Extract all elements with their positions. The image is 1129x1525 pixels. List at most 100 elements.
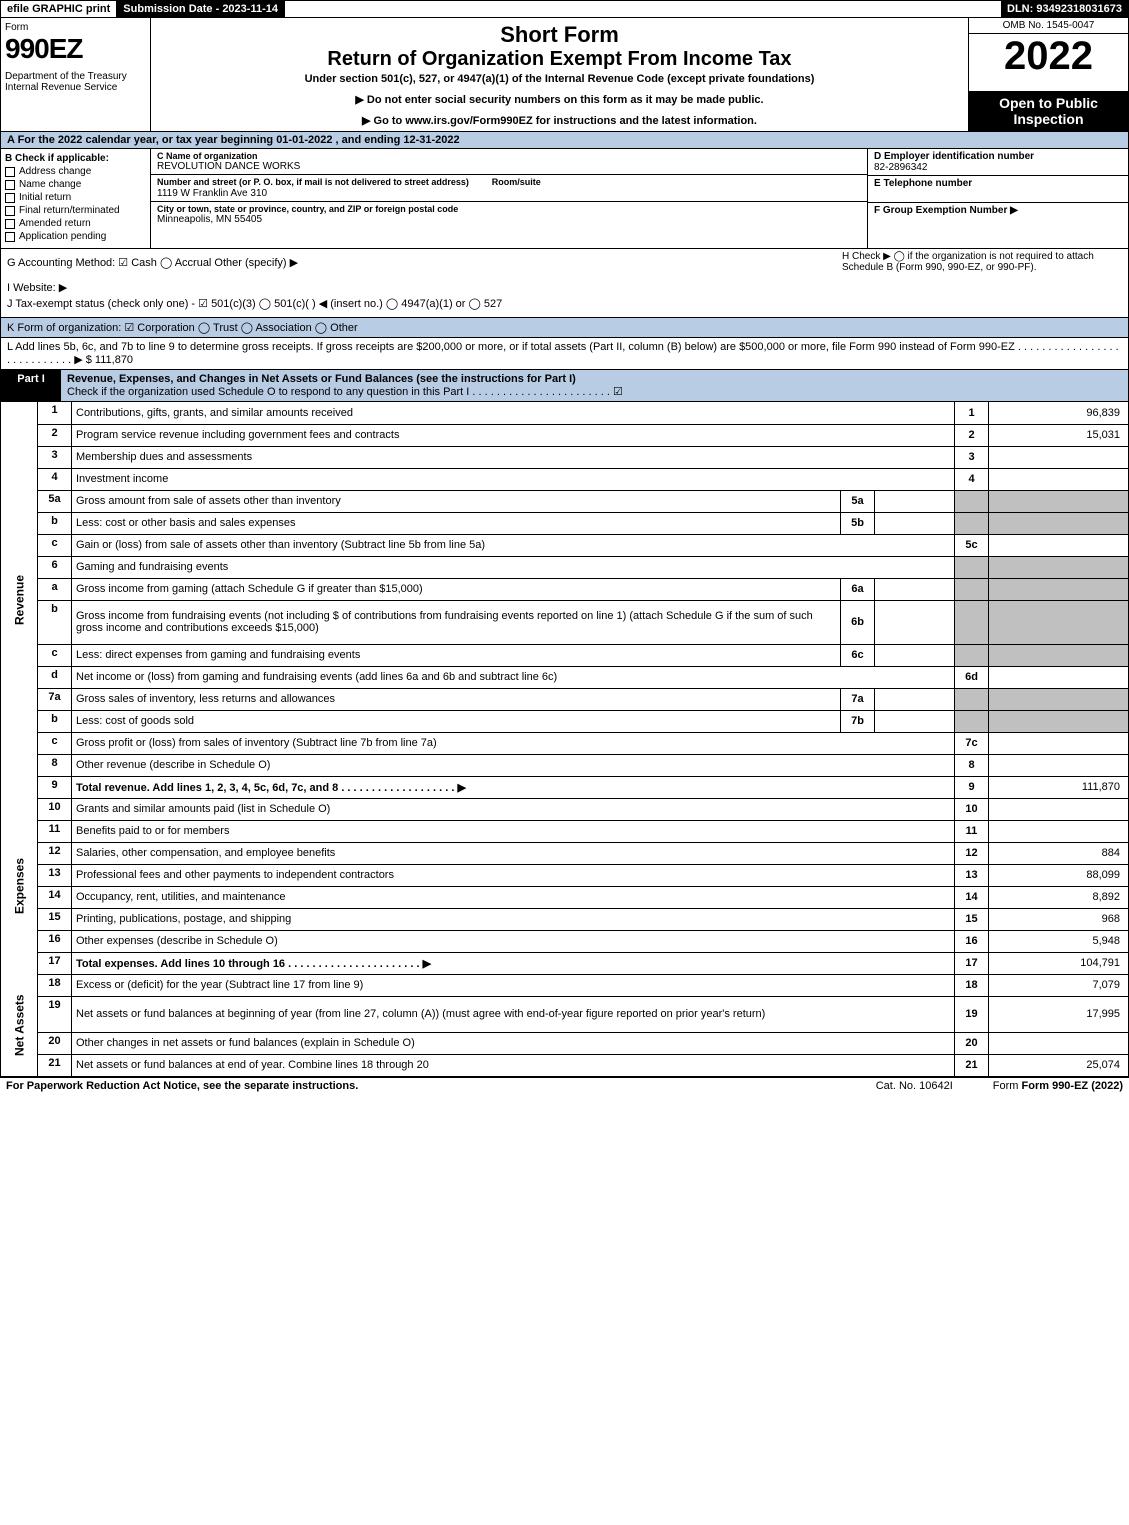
col-num bbox=[955, 512, 989, 534]
col-num bbox=[955, 710, 989, 732]
line-3: 3 Membership dues and assessments 3 bbox=[1, 446, 1129, 468]
amount bbox=[989, 468, 1129, 490]
section-c: C Name of organization REVOLUTION DANCE … bbox=[151, 149, 868, 248]
cb-application-pending[interactable]: Application pending bbox=[5, 231, 146, 242]
cb-label: Amended return bbox=[19, 218, 91, 229]
amount: 111,870 bbox=[989, 776, 1129, 798]
cb-address-change[interactable]: Address change bbox=[5, 166, 146, 177]
line-num: 14 bbox=[38, 886, 72, 908]
part-desc-text: Revenue, Expenses, and Changes in Net As… bbox=[67, 373, 576, 385]
line-desc: Membership dues and assessments bbox=[72, 446, 955, 468]
checkbox-icon bbox=[5, 180, 15, 190]
street-row: Number and street (or P. O. box, if mail… bbox=[151, 175, 867, 202]
line-num: 11 bbox=[38, 820, 72, 842]
cb-amended-return[interactable]: Amended return bbox=[5, 218, 146, 229]
line-4: 4 Investment income 4 bbox=[1, 468, 1129, 490]
line-num: b bbox=[38, 600, 72, 644]
line-8: 8 Other revenue (describe in Schedule O)… bbox=[1, 754, 1129, 776]
phone-label: E Telephone number bbox=[874, 178, 1122, 189]
section-ghij: H Check ▶ ◯ if the organization is not r… bbox=[0, 249, 1129, 318]
col-num bbox=[955, 490, 989, 512]
sub-value bbox=[875, 512, 955, 534]
line-num: 20 bbox=[38, 1032, 72, 1054]
ssn-warning: ▶ Do not enter social security numbers o… bbox=[155, 93, 964, 106]
amount bbox=[989, 644, 1129, 666]
cb-label: Application pending bbox=[19, 231, 106, 242]
cb-label: Final return/terminated bbox=[19, 205, 120, 216]
amount bbox=[989, 666, 1129, 688]
sub-num: 6b bbox=[841, 600, 875, 644]
tax-year: 2022 bbox=[969, 34, 1128, 78]
section-k: K Form of organization: ☑ Corporation ◯ … bbox=[0, 318, 1129, 338]
line-21: 21 Net assets or fund balances at end of… bbox=[1, 1054, 1129, 1076]
section-d: D Employer identification number 82-2896… bbox=[868, 149, 1128, 176]
line-num: 8 bbox=[38, 754, 72, 776]
side-expenses: Expenses bbox=[1, 798, 38, 974]
form-subtitle: Under section 501(c), 527, or 4947(a)(1)… bbox=[155, 73, 964, 85]
form-label: Form bbox=[5, 22, 146, 33]
line-num: c bbox=[38, 644, 72, 666]
form-title: Return of Organization Exempt From Incom… bbox=[155, 48, 964, 71]
section-j: J Tax-exempt status (check only one) - ☑… bbox=[7, 297, 1122, 310]
ein-label: D Employer identification number bbox=[874, 151, 1122, 162]
line-15: 15 Printing, publications, postage, and … bbox=[1, 908, 1129, 930]
amount bbox=[989, 578, 1129, 600]
cb-initial-return[interactable]: Initial return bbox=[5, 192, 146, 203]
checkbox-icon bbox=[5, 193, 15, 203]
department: Department of the Treasury Internal Reve… bbox=[5, 71, 146, 93]
section-b: B Check if applicable: Address change Na… bbox=[1, 149, 151, 248]
line-desc: Gross income from gaming (attach Schedul… bbox=[72, 578, 841, 600]
col-num: 21 bbox=[955, 1054, 989, 1076]
form-number: 990EZ bbox=[5, 33, 146, 65]
instructions-link[interactable]: ▶ Go to www.irs.gov/Form990EZ for instru… bbox=[155, 114, 964, 127]
line-num: 6 bbox=[38, 556, 72, 578]
ein-value: 82-2896342 bbox=[874, 162, 1122, 173]
line-num: 12 bbox=[38, 842, 72, 864]
line-desc: Gross profit or (loss) from sales of inv… bbox=[72, 732, 955, 754]
checkbox-icon bbox=[5, 232, 15, 242]
line-num: 9 bbox=[38, 776, 72, 798]
line-num: 1 bbox=[38, 402, 72, 424]
line-2: 2 Program service revenue including gove… bbox=[1, 424, 1129, 446]
sub-value bbox=[875, 688, 955, 710]
amount bbox=[989, 556, 1129, 578]
amount bbox=[989, 446, 1129, 468]
open-to-public: Open to Public Inspection bbox=[969, 91, 1128, 131]
line-20: 20 Other changes in net assets or fund b… bbox=[1, 1032, 1129, 1054]
submission-date: Submission Date - 2023-11-14 bbox=[117, 1, 285, 17]
col-num: 20 bbox=[955, 1032, 989, 1054]
line-desc: Benefits paid to or for members bbox=[72, 820, 955, 842]
amount: 104,791 bbox=[989, 952, 1129, 974]
line-6: 6 Gaming and fundraising events bbox=[1, 556, 1129, 578]
org-name: REVOLUTION DANCE WORKS bbox=[157, 161, 861, 172]
short-form-title: Short Form bbox=[155, 22, 964, 48]
sub-value bbox=[875, 710, 955, 732]
col-num: 4 bbox=[955, 468, 989, 490]
col-num: 16 bbox=[955, 930, 989, 952]
line-desc: Total revenue. Add lines 1, 2, 3, 4, 5c,… bbox=[72, 776, 955, 798]
col-num: 12 bbox=[955, 842, 989, 864]
checkbox-icon bbox=[5, 219, 15, 229]
org-name-label: C Name of organization bbox=[157, 151, 861, 161]
line-5a: 5a Gross amount from sale of assets othe… bbox=[1, 490, 1129, 512]
efile-label[interactable]: efile GRAPHIC print bbox=[1, 1, 117, 17]
line-desc: Occupancy, rent, utilities, and maintena… bbox=[72, 886, 955, 908]
checkbox-icon bbox=[5, 206, 15, 216]
amount: 88,099 bbox=[989, 864, 1129, 886]
amount bbox=[989, 490, 1129, 512]
header-right: OMB No. 1545-0047 2022 Open to Public In… bbox=[968, 18, 1128, 131]
line-num: 2 bbox=[38, 424, 72, 446]
section-l: L Add lines 5b, 6c, and 7b to line 9 to … bbox=[0, 338, 1129, 370]
section-def: D Employer identification number 82-2896… bbox=[868, 149, 1128, 248]
line-desc: Gain or (loss) from sale of assets other… bbox=[72, 534, 955, 556]
line-num: 7a bbox=[38, 688, 72, 710]
cb-name-change[interactable]: Name change bbox=[5, 179, 146, 190]
line-num: 5a bbox=[38, 490, 72, 512]
line-18: Net Assets 18 Excess or (deficit) for th… bbox=[1, 974, 1129, 996]
cb-final-return[interactable]: Final return/terminated bbox=[5, 205, 146, 216]
line-desc: Salaries, other compensation, and employ… bbox=[72, 842, 955, 864]
org-name-row: C Name of organization REVOLUTION DANCE … bbox=[151, 149, 867, 175]
line-num: 10 bbox=[38, 798, 72, 820]
col-num: 2 bbox=[955, 424, 989, 446]
sub-num: 5a bbox=[841, 490, 875, 512]
